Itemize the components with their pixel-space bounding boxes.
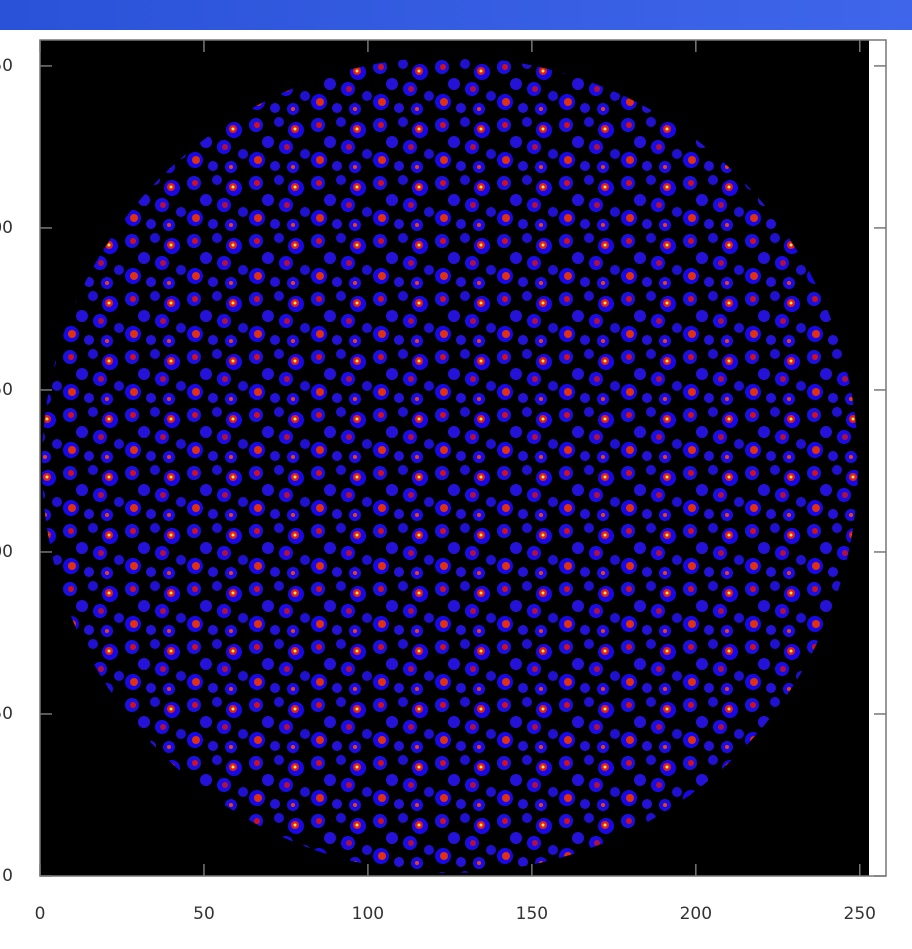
x-tick-label: 200 (680, 904, 712, 924)
y-tick-label: 150 (0, 380, 13, 400)
image-speckle (42, 57, 858, 873)
y-tick-label: 250 (0, 56, 13, 76)
plot-frame (39, 39, 887, 877)
x-tick-label: 100 (352, 904, 384, 924)
x-tick-label: 0 (35, 904, 46, 924)
y-tick-label: 50 (0, 704, 13, 724)
x-tick-label: 50 (193, 904, 215, 924)
y-tick-label: 0 (2, 866, 13, 886)
y-tick-label: 100 (0, 542, 13, 562)
x-tick-label: 150 (516, 904, 548, 924)
x-tick-label: 250 (844, 904, 876, 924)
title-bar (0, 0, 912, 30)
y-tick-label: 200 (0, 218, 13, 238)
